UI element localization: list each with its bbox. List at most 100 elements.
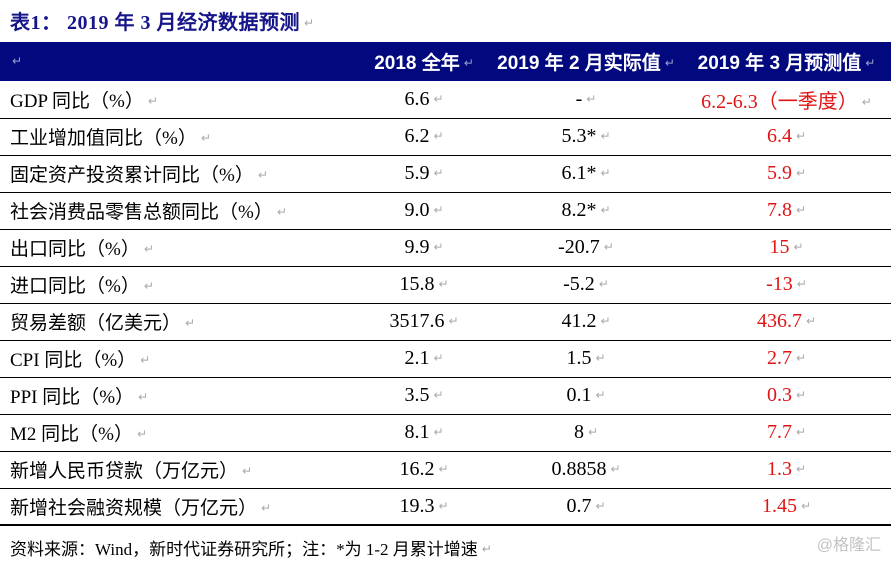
header-mar-2019-forecast: 2019 年 3 月预测值 ↵ <box>682 42 891 81</box>
value-2018: 6.6 ↵ <box>358 81 490 119</box>
paragraph-mark-icon: ↵ <box>586 91 597 106</box>
paragraph-mark-icon: ↵ <box>600 166 611 180</box>
paragraph-mark-icon: ↵ <box>200 131 211 145</box>
paragraph-mark-icon: ↵ <box>304 16 315 30</box>
paragraph-mark-icon: ↵ <box>257 168 268 182</box>
paragraph-mark-icon: ↵ <box>438 277 449 291</box>
value-2018: 2.1 ↵ <box>358 340 490 378</box>
paragraph-mark-icon: ↵ <box>261 500 272 515</box>
paragraph-mark-icon: ↵ <box>438 498 449 513</box>
paragraph-mark-icon: ↵ <box>610 462 621 476</box>
value-feb-2019: -20.7 ↵ <box>490 229 682 267</box>
table-row-total-social-financing: 新增社会融资规模（万亿元） ↵ 19.3 ↵ 0.7 ↵ 1.45 ↵ <box>0 488 891 526</box>
row-label: 工业增加值同比（%） ↵ <box>0 118 358 156</box>
value-2018: 9.0 ↵ <box>358 192 490 230</box>
header-empty-cell: ↵ <box>0 42 358 81</box>
paragraph-mark-icon: ↵ <box>448 314 459 328</box>
paragraph-mark-icon: ↵ <box>795 129 807 143</box>
row-label: M2 同比（%） ↵ <box>0 414 358 452</box>
value-feb-2019: 1.5 ↵ <box>490 340 682 378</box>
table-row-ppi: PPI 同比（%） ↵ 3.5 ↵ 0.1 ↵ 0.3 ↵ <box>0 377 891 415</box>
table-row-exports: 出口同比（%） ↵ 9.9 ↵ -20.7 ↵ 15 ↵ <box>0 229 891 267</box>
paragraph-mark-icon: ↵ <box>147 93 158 108</box>
paragraph-mark-icon: ↵ <box>433 351 444 365</box>
paragraph-mark-icon: ↵ <box>664 56 675 70</box>
paragraph-mark-icon: ↵ <box>595 498 606 513</box>
row-label: 社会消费品零售总额同比（%） ↵ <box>0 192 358 230</box>
value-mar-2019-forecast: 5.9 ↵ <box>682 155 891 193</box>
row-label: 贸易差额（亿美元） ↵ <box>0 303 358 341</box>
value-2018: 6.2 ↵ <box>358 118 490 156</box>
value-feb-2019: 8 ↵ <box>490 414 682 452</box>
table-row-retail-sales: 社会消费品零售总额同比（%） ↵ 9.0 ↵ 8.2* ↵ 7.8 ↵ <box>0 192 891 230</box>
paragraph-mark-icon: ↵ <box>433 166 444 180</box>
value-feb-2019: - ↵ <box>490 81 682 119</box>
paragraph-mark-icon: ↵ <box>140 353 151 367</box>
paragraph-mark-icon: ↵ <box>595 388 606 402</box>
paragraph-mark-icon: ↵ <box>795 166 807 180</box>
table-row-imports: 进口同比（%） ↵ 15.8 ↵ -5.2 ↵ -13 ↵ <box>0 266 891 304</box>
value-mar-2019-forecast: 436.7 ↵ <box>682 303 891 341</box>
paragraph-mark-icon: ↵ <box>138 390 149 404</box>
value-2018: 3.5 ↵ <box>358 377 490 415</box>
value-mar-2019-forecast: 2.7 ↵ <box>682 340 891 378</box>
paragraph-mark-icon: ↵ <box>481 542 492 556</box>
row-label: 进口同比（%） ↵ <box>0 266 358 304</box>
value-feb-2019: 5.3* ↵ <box>490 118 682 156</box>
header-feb-2019-actual: 2019 年 2 月实际值 ↵ <box>490 42 682 81</box>
table-row-fixed-asset-investment: 固定资产投资累计同比（%） ↵ 5.9 ↵ 6.1* ↵ 5.9 ↵ <box>0 155 891 193</box>
row-label: 新增社会融资规模（万亿元） ↵ <box>0 488 358 526</box>
paragraph-mark-icon: ↵ <box>805 314 817 328</box>
value-2018: 19.3 ↵ <box>358 488 490 526</box>
row-label: CPI 同比（%） ↵ <box>0 340 358 378</box>
paragraph-mark-icon: ↵ <box>433 129 444 143</box>
paragraph-mark-icon: ↵ <box>865 56 876 70</box>
paragraph-mark-icon: ↵ <box>433 240 444 254</box>
table-row-industrial-output: 工业增加值同比（%） ↵ 6.2 ↵ 5.3* ↵ 6.4 ↵ <box>0 118 891 156</box>
value-feb-2019: 0.7 ↵ <box>490 488 682 526</box>
gelonghui-watermark: @格隆汇 <box>816 537 881 554</box>
value-feb-2019: 41.2 ↵ <box>490 303 682 341</box>
value-2018: 3517.6 ↵ <box>358 303 490 341</box>
table-row-gdp: GDP 同比（%） ↵ 6.6 ↵ - ↵ 6.2-6.3（一季度） ↵ <box>0 81 891 119</box>
table-row-trade-balance: 贸易差额（亿美元） ↵ 3517.6 ↵ 41.2 ↵ 436.7 ↵ <box>0 303 891 341</box>
paragraph-mark-icon: ↵ <box>603 240 614 254</box>
value-mar-2019-forecast: 7.8 ↵ <box>682 192 891 230</box>
paragraph-mark-icon: ↵ <box>438 462 449 476</box>
table-header-row: ↵ 2018 全年 ↵ 2019 年 2 月实际值 ↵ 2019 年 3 月预测值 ↵ <box>0 42 891 81</box>
paragraph-mark-icon: ↵ <box>795 203 807 217</box>
value-mar-2019-forecast: 1.3 ↵ <box>682 451 891 489</box>
paragraph-mark-icon: ↵ <box>242 464 253 478</box>
row-label: 固定资产投资累计同比（%） ↵ <box>0 155 358 193</box>
value-mar-2019-forecast: -13 ↵ <box>682 266 891 304</box>
paragraph-mark-icon: ↵ <box>136 427 148 441</box>
value-2018: 5.9 ↵ <box>358 155 490 193</box>
value-feb-2019: 0.8858 ↵ <box>490 451 682 489</box>
paragraph-mark-icon: ↵ <box>12 53 23 68</box>
paragraph-mark-icon: ↵ <box>796 277 807 291</box>
paragraph-mark-icon: ↵ <box>795 425 807 439</box>
value-2018: 16.2 ↵ <box>358 451 490 489</box>
paragraph-mark-icon: ↵ <box>600 129 611 143</box>
paragraph-mark-icon: ↵ <box>598 277 609 291</box>
economic-forecast-table: ↵ 2018 全年 ↵ 2019 年 2 月实际值 ↵ 2019 年 3 月预测值 ↵… <box>0 42 891 526</box>
table-row-cpi: CPI 同比（%） ↵ 2.1 ↵ 1.5 ↵ 2.7 ↵ <box>0 340 891 378</box>
paragraph-mark-icon: ↵ <box>433 425 444 439</box>
paragraph-mark-icon: ↵ <box>795 388 807 402</box>
table-title: 表1： 2019 年 3 月经济数据预测 ↵ <box>10 12 315 34</box>
row-label: 新增人民币贷款（万亿元） ↵ <box>0 451 358 489</box>
paragraph-mark-icon: ↵ <box>185 316 196 330</box>
value-mar-2019-forecast: 15 ↵ <box>682 229 891 267</box>
value-feb-2019: 8.2* ↵ <box>490 192 682 230</box>
paragraph-mark-icon: ↵ <box>595 351 606 365</box>
paragraph-mark-icon: ↵ <box>433 388 444 402</box>
paragraph-mark-icon: ↵ <box>800 498 812 513</box>
paragraph-mark-icon: ↵ <box>433 203 444 217</box>
value-2018: 15.8 ↵ <box>358 266 490 304</box>
paragraph-mark-icon: ↵ <box>600 314 611 328</box>
value-feb-2019: 0.1 ↵ <box>490 377 682 415</box>
header-2018-full-year: 2018 全年 ↵ <box>358 42 490 81</box>
paragraph-mark-icon: ↵ <box>463 56 474 70</box>
paragraph-mark-icon: ↵ <box>795 462 807 476</box>
